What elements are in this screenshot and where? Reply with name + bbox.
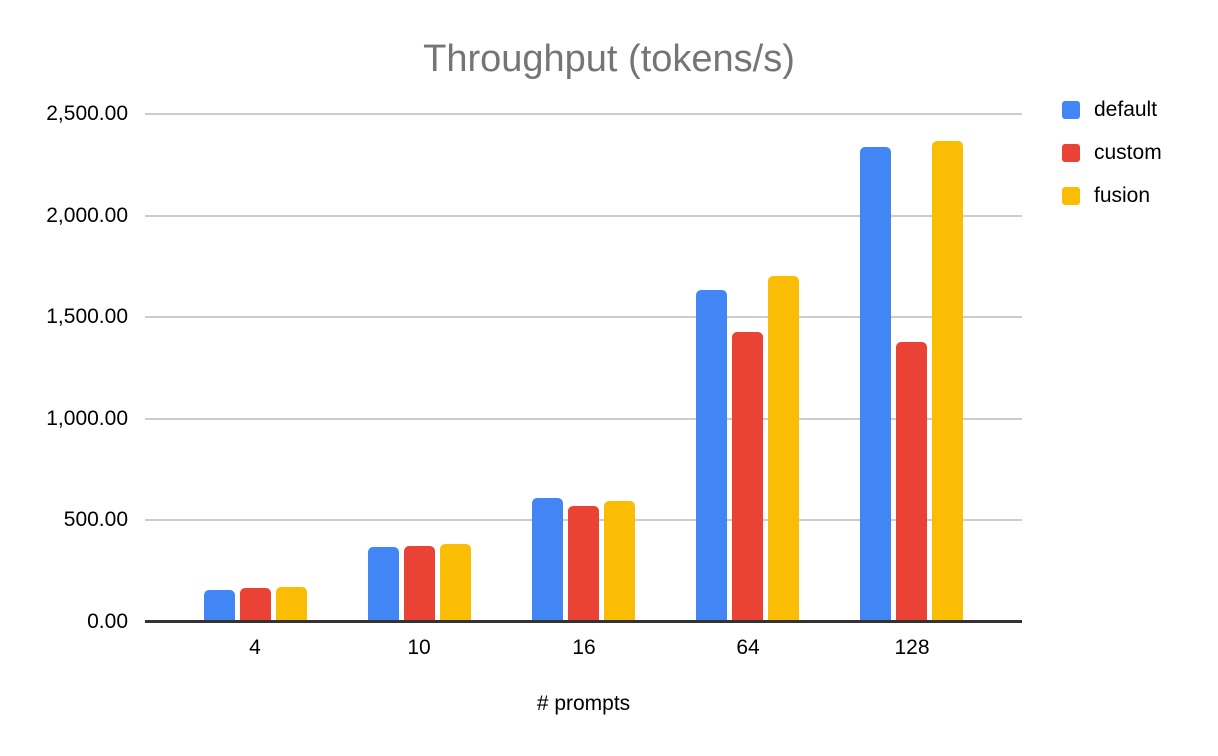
- x-tick-label: 10: [407, 636, 431, 659]
- legend-item-default: default: [1062, 98, 1162, 121]
- y-tick-label: 2,000.00: [46, 203, 128, 227]
- legend-item-custom: custom: [1062, 141, 1162, 164]
- bar-fusion-16: [604, 501, 635, 622]
- bar-custom-10: [404, 546, 435, 622]
- chart-title: Throughput (tokens/s): [423, 38, 795, 80]
- gridline: [145, 113, 1022, 115]
- legend-item-label: default: [1094, 98, 1158, 121]
- bar-fusion-128: [932, 141, 963, 622]
- x-tick-label: 128: [894, 636, 930, 659]
- legend-item-fusion: fusion: [1062, 184, 1162, 207]
- y-tick-label: 1,000.00: [46, 406, 128, 430]
- bar-custom-64: [732, 332, 763, 622]
- x-tick-label: 4: [249, 636, 261, 659]
- bar-custom-16: [568, 506, 599, 622]
- legend-swatch-custom: [1062, 144, 1080, 162]
- legend-item-label: custom: [1094, 141, 1162, 164]
- bar-fusion-64: [768, 276, 799, 622]
- legend: default custom fusion: [1062, 98, 1162, 230]
- y-tick-label: 500.00: [63, 508, 128, 532]
- x-axis-title: # prompts: [536, 692, 631, 715]
- legend-swatch-default: [1062, 101, 1080, 119]
- bar-default-16: [532, 498, 563, 622]
- bar-default-4: [204, 590, 235, 622]
- x-tick-label: 64: [736, 636, 760, 659]
- bar-custom-128: [896, 342, 927, 622]
- legend-swatch-fusion: [1062, 187, 1080, 205]
- gridline: [145, 418, 1022, 420]
- gridline: [145, 316, 1022, 318]
- x-tick-label: 16: [572, 636, 596, 659]
- bar-custom-4: [240, 588, 271, 622]
- legend-item-label: fusion: [1094, 184, 1151, 207]
- gridline: [145, 215, 1022, 217]
- bar-fusion-4: [276, 587, 307, 622]
- bar-default-10: [368, 547, 399, 622]
- y-tick-label: 1,500.00: [46, 305, 128, 329]
- bar-default-64: [696, 290, 727, 622]
- bar-fusion-10: [440, 544, 471, 622]
- y-tick-label: 2,500.00: [46, 102, 128, 125]
- x-axis-line: [145, 620, 1022, 623]
- plot-area: [145, 113, 1022, 622]
- y-tick-label: 0.00: [87, 610, 128, 633]
- bar-default-128: [860, 147, 891, 622]
